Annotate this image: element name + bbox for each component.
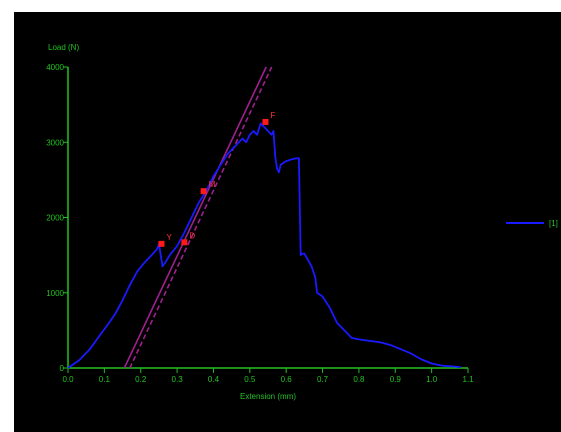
reference-line-solid xyxy=(123,66,267,369)
x-tick-label: 1.1 xyxy=(462,375,474,384)
x-tick-label: 0.5 xyxy=(244,375,256,384)
marker-label-d: D xyxy=(189,231,195,240)
y-tick-label: 4000 xyxy=(46,63,64,72)
y-axis-label: Load (N) xyxy=(48,43,79,52)
legend: [1] xyxy=(506,219,558,228)
x-ticks: 0.0 0.1 0.2 0.3 0.4 0.5 0.6 0.7 0.8 0.9 1.0 1.1 xyxy=(62,368,474,384)
y-ticks: 0 1000 2000 3000 4000 xyxy=(46,63,68,373)
reference-lines xyxy=(123,66,273,369)
marker-y xyxy=(158,240,165,247)
x-tick-label: 0.2 xyxy=(135,375,147,384)
marker-f xyxy=(262,118,269,125)
series-layer xyxy=(67,122,461,369)
x-tick-label: 0.7 xyxy=(317,375,329,384)
y-tick-label: 1000 xyxy=(46,289,64,298)
x-tick-label: 0.3 xyxy=(172,375,184,384)
x-tick-label: 0.6 xyxy=(281,375,293,384)
marker-d xyxy=(181,239,188,246)
series-line-1 xyxy=(67,122,461,369)
load-extension-chart: 0.0 0.1 0.2 0.3 0.4 0.5 0.6 0.7 0.8 0.9 1.0 1.1 0 10… xyxy=(46,43,558,401)
reference-line-dashed xyxy=(129,66,273,369)
x-tick-label: 0.0 xyxy=(62,375,74,384)
marker-label-y: Y xyxy=(166,233,172,242)
x-tick-label: 0.9 xyxy=(390,375,402,384)
markers-layer: Y D M F xyxy=(158,111,275,247)
legend-label-series-1: [1] xyxy=(549,219,558,228)
axes-layer xyxy=(67,67,468,369)
y-tick-label: 2000 xyxy=(46,214,64,223)
x-tick-label: 0.4 xyxy=(208,375,220,384)
x-tick-label: 0.1 xyxy=(99,375,111,384)
x-axis-label: Extension (mm) xyxy=(240,392,296,401)
chart-panel: 0.0 0.1 0.2 0.3 0.4 0.5 0.6 0.7 0.8 0.9 1.0 1.1 0 10… xyxy=(14,12,561,432)
y-tick-label: 3000 xyxy=(46,138,64,147)
marker-m xyxy=(200,188,207,195)
x-tick-label: 1.0 xyxy=(426,375,438,384)
x-tick-label: 0.8 xyxy=(353,375,365,384)
y-tick-label: 0 xyxy=(60,364,65,373)
marker-label-f: F xyxy=(270,111,275,120)
marker-label-m: M xyxy=(209,180,216,189)
